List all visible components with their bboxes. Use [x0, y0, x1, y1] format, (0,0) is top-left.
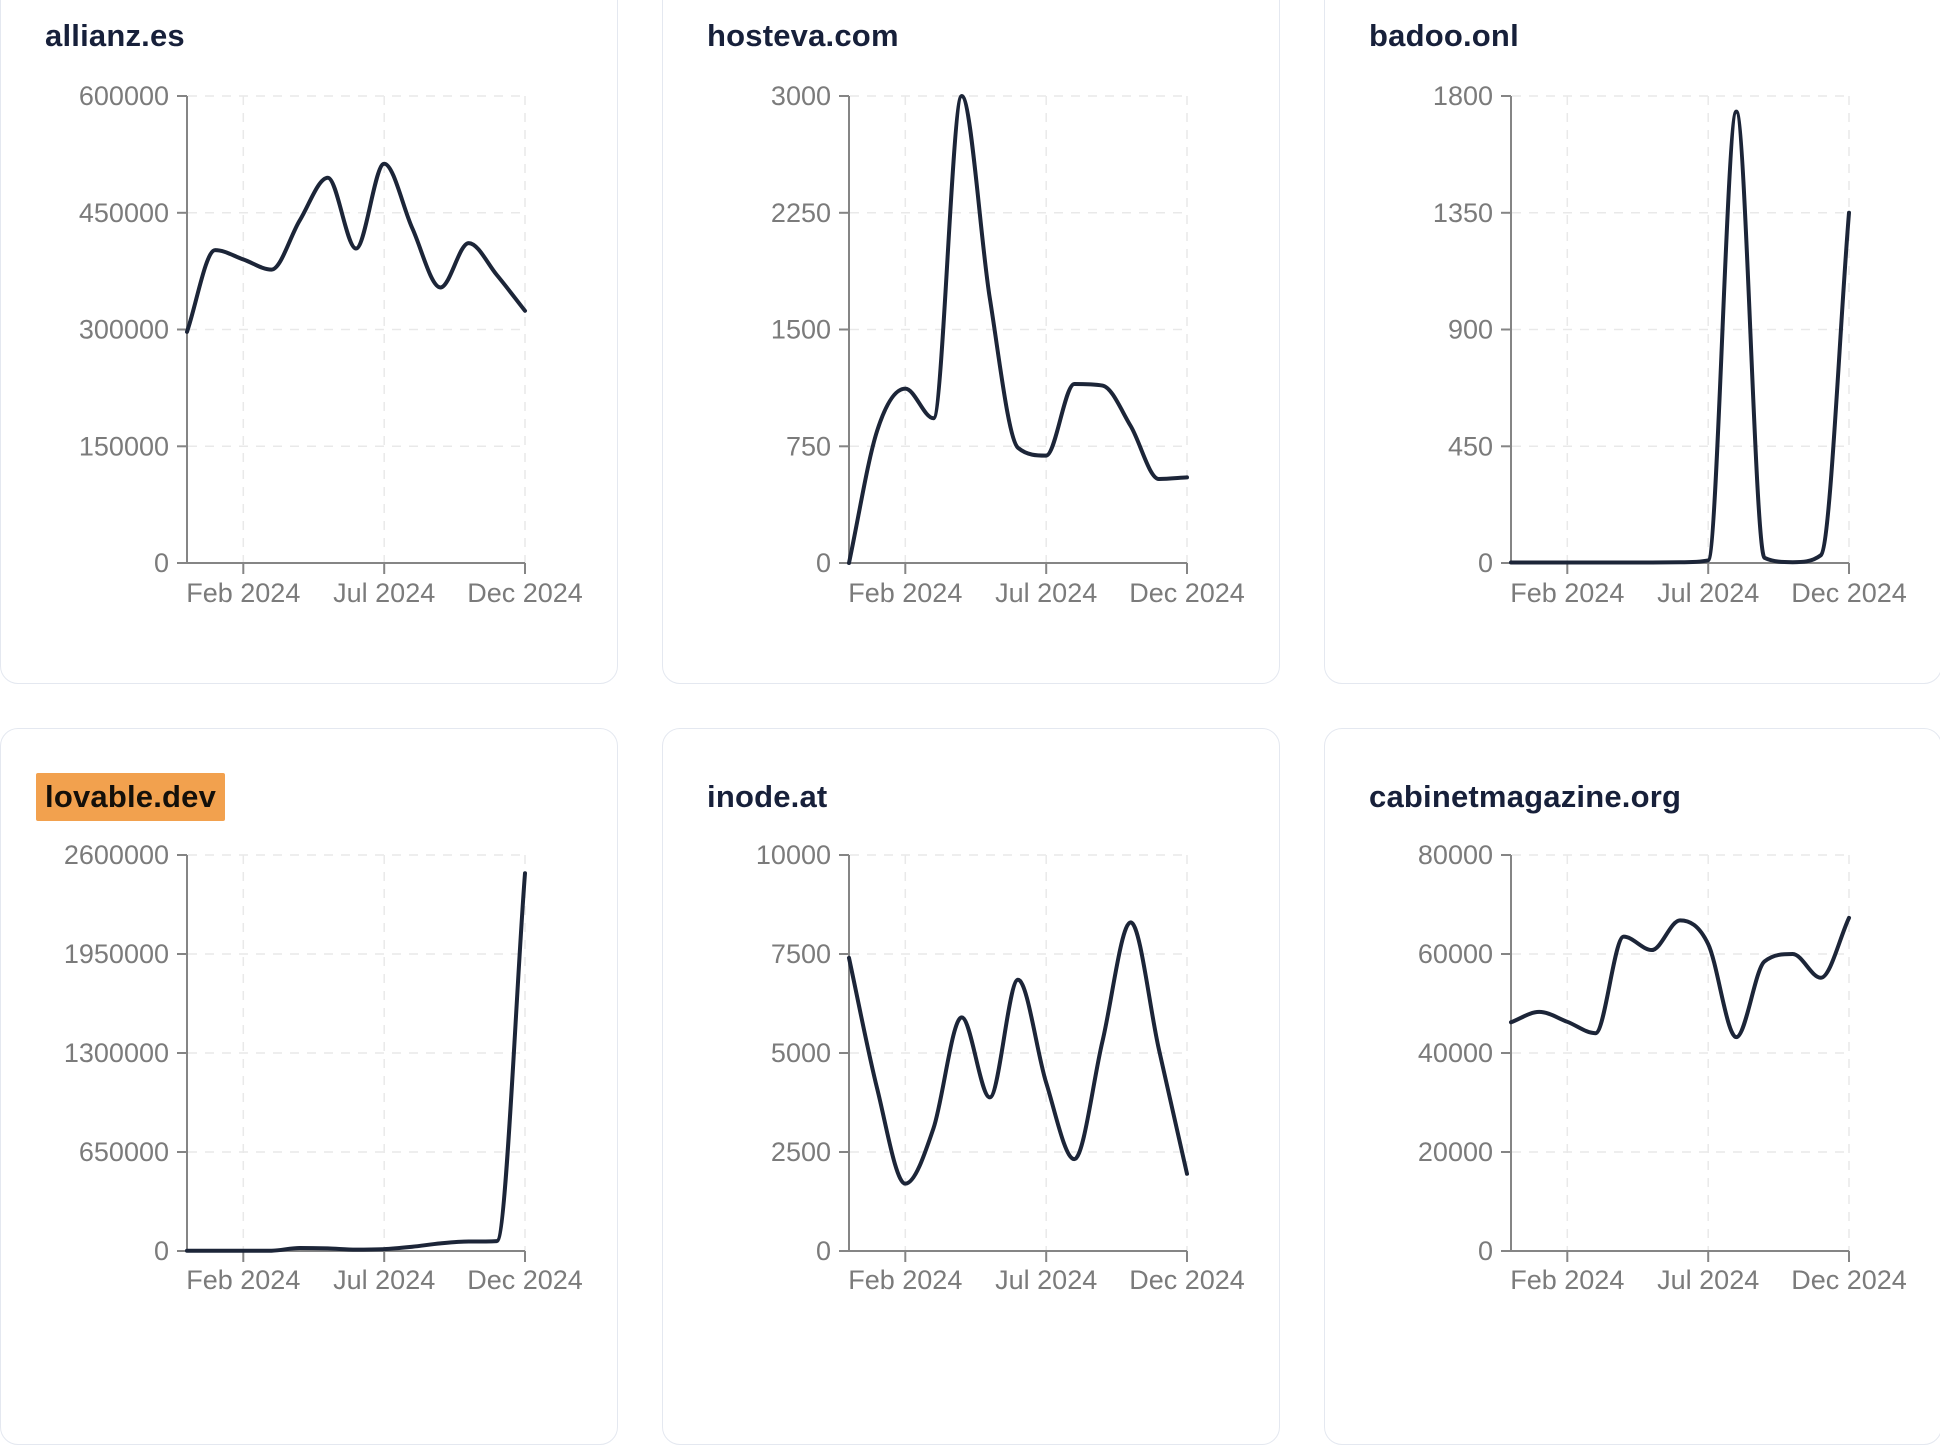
x-tick-label: Feb 2024: [848, 578, 962, 608]
y-tick-label: 3000: [771, 81, 831, 111]
y-tick-label: 1350: [1433, 198, 1493, 228]
series-line: [1509, 109, 1851, 565]
x-tick-label: Dec 2024: [467, 1265, 583, 1295]
y-tick-label: 80000: [1418, 840, 1493, 870]
x-tick-label: Dec 2024: [467, 578, 583, 608]
line-chart: 0 750 1500 2250 3000 Feb 2024 Jul 2024 Dec 2024: [771, 81, 1245, 608]
y-tick-label: 150000: [79, 431, 169, 461]
y-tick-label: 60000: [1418, 939, 1493, 969]
y-tick-label: 2500: [771, 1137, 831, 1167]
y-tick-label: 7500: [771, 939, 831, 969]
x-tick-label: Dec 2024: [1791, 578, 1907, 608]
x-tick-label: Jul 2024: [995, 1265, 1097, 1295]
domain-title: hosteva.com: [707, 18, 899, 53]
series-line: [185, 161, 527, 334]
y-tick-label: 10000: [756, 840, 831, 870]
y-tick-label: 40000: [1418, 1038, 1493, 1068]
y-tick-label: 1300000: [64, 1038, 169, 1068]
chart-card: allianz.es 0 150000 300000 450000 600000 Feb …: [0, 0, 618, 684]
y-tick-label: 2600000: [64, 840, 169, 870]
y-tick-label: 0: [816, 548, 831, 578]
x-tick-label: Feb 2024: [186, 1265, 300, 1295]
x-tick-label: Dec 2024: [1791, 1265, 1907, 1295]
y-tick-label: 0: [154, 1236, 169, 1266]
y-tick-label: 0: [816, 1236, 831, 1266]
series-line: [847, 94, 1189, 565]
y-tick-label: 1500: [771, 315, 831, 345]
chart-card: cabinetmagazine.org 0 20000 40000 60000 8000…: [1324, 728, 1940, 1445]
domain-title: inode.at: [707, 779, 828, 814]
y-tick-label: 300000: [79, 315, 169, 345]
x-tick-label: Feb 2024: [848, 1265, 962, 1295]
x-tick-label: Jul 2024: [1657, 1265, 1759, 1295]
series-line: [185, 871, 527, 1253]
series-line: [847, 920, 1189, 1186]
line-chart: 0 450 900 1350 1800 Feb 2024 Jul 2024 Dec 2024: [1433, 81, 1907, 608]
x-tick-label: Dec 2024: [1129, 1265, 1245, 1295]
line-chart: 0 2500 5000 7500 10000 Feb 2024 Jul 2024 Dec 20…: [756, 840, 1245, 1295]
chart-card: lovable.dev 0 650000 1300000 1950000 2600000…: [0, 728, 618, 1445]
y-tick-label: 20000: [1418, 1137, 1493, 1167]
x-tick-label: Jul 2024: [1657, 578, 1759, 608]
x-tick-label: Dec 2024: [1129, 578, 1245, 608]
y-tick-label: 450000: [79, 198, 169, 228]
domain-title: allianz.es: [45, 18, 185, 53]
y-tick-label: 650000: [79, 1137, 169, 1167]
line-chart: 0 20000 40000 60000 80000 Feb 2024 Jul 2024 Dec…: [1418, 840, 1907, 1295]
y-tick-label: 1950000: [64, 939, 169, 969]
x-tick-label: Jul 2024: [995, 578, 1097, 608]
chart-card: inode.at 0 2500 5000 7500 10000 Feb 2024 Jul 2…: [662, 728, 1280, 1445]
chart-card: hosteva.com 0 750 1500 2250 3000 Feb 2024 Jul …: [662, 0, 1280, 684]
x-tick-label: Jul 2024: [333, 1265, 435, 1295]
y-tick-label: 5000: [771, 1038, 831, 1068]
domain-title-highlighted: lovable.dev: [36, 773, 226, 821]
x-tick-label: Feb 2024: [1510, 578, 1624, 608]
y-tick-label: 600000: [79, 81, 169, 111]
line-chart: 0 150000 300000 450000 600000 Feb 2024 Jul 202…: [79, 81, 583, 608]
y-tick-label: 750: [786, 431, 831, 461]
x-tick-label: Feb 2024: [186, 578, 300, 608]
y-tick-label: 0: [1478, 1236, 1493, 1266]
series-line: [1509, 915, 1851, 1040]
chart-card: badoo.onl 0 450 900 1350 1800 Feb 2024 Jul 202…: [1324, 0, 1940, 684]
x-tick-label: Jul 2024: [333, 578, 435, 608]
domain-title: badoo.onl: [1369, 18, 1519, 53]
domain-title: cabinetmagazine.org: [1369, 779, 1682, 814]
y-tick-label: 900: [1448, 315, 1493, 345]
line-chart: 0 650000 1300000 1950000 2600000 Feb 2024 Jul …: [64, 840, 583, 1295]
y-tick-label: 2250: [771, 198, 831, 228]
y-tick-label: 0: [154, 548, 169, 578]
x-tick-label: Feb 2024: [1510, 1265, 1624, 1295]
y-tick-label: 1800: [1433, 81, 1493, 111]
y-tick-label: 0: [1478, 548, 1493, 578]
y-tick-label: 450: [1448, 431, 1493, 461]
